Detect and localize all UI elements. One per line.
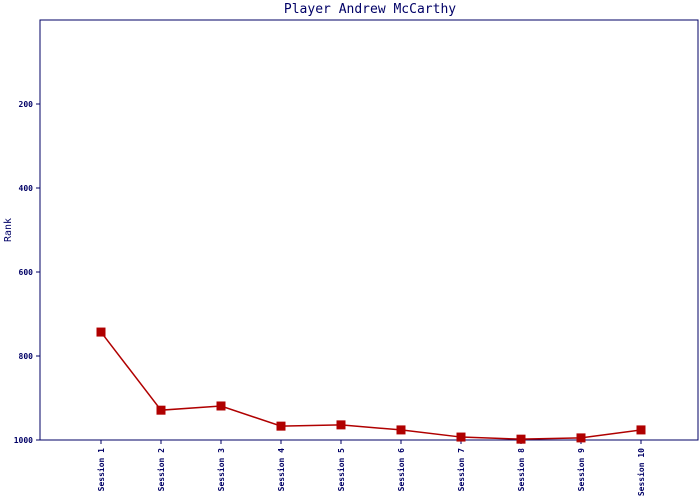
x-tick-label: Session 6 [396, 448, 406, 492]
y-axis-label: Rank [3, 218, 14, 242]
x-tick-label: Session 7 [456, 448, 466, 492]
point [216, 401, 226, 411]
point [516, 434, 526, 444]
point [336, 420, 346, 430]
y-tick-label: 200 [19, 100, 34, 109]
x-tick-label: Session 4 [276, 448, 286, 492]
x-tick-label: Session 9 [576, 448, 586, 492]
point [576, 433, 586, 443]
x-tick-label: Session 10 [636, 448, 646, 496]
point [396, 425, 406, 435]
x-tick-label: Session 5 [336, 448, 346, 492]
chart-title: Player Andrew McCarthy [284, 2, 456, 17]
x-tick-label: Session 8 [516, 448, 526, 492]
point [96, 327, 106, 337]
x-tick-label: Session 2 [156, 448, 166, 492]
point [636, 425, 646, 435]
y-tick-label: 600 [19, 268, 34, 277]
y-tick-label: 1000 [14, 436, 33, 445]
series-line [100, 331, 642, 440]
y-tick-label: 400 [19, 184, 34, 193]
x-tick-label: Session 1 [96, 448, 106, 492]
point [276, 421, 286, 431]
x-tick-label: Session 3 [216, 448, 226, 492]
point [456, 432, 466, 442]
point [156, 405, 166, 415]
plot-frame [39, 19, 699, 441]
y-tick-label: 800 [19, 352, 34, 361]
